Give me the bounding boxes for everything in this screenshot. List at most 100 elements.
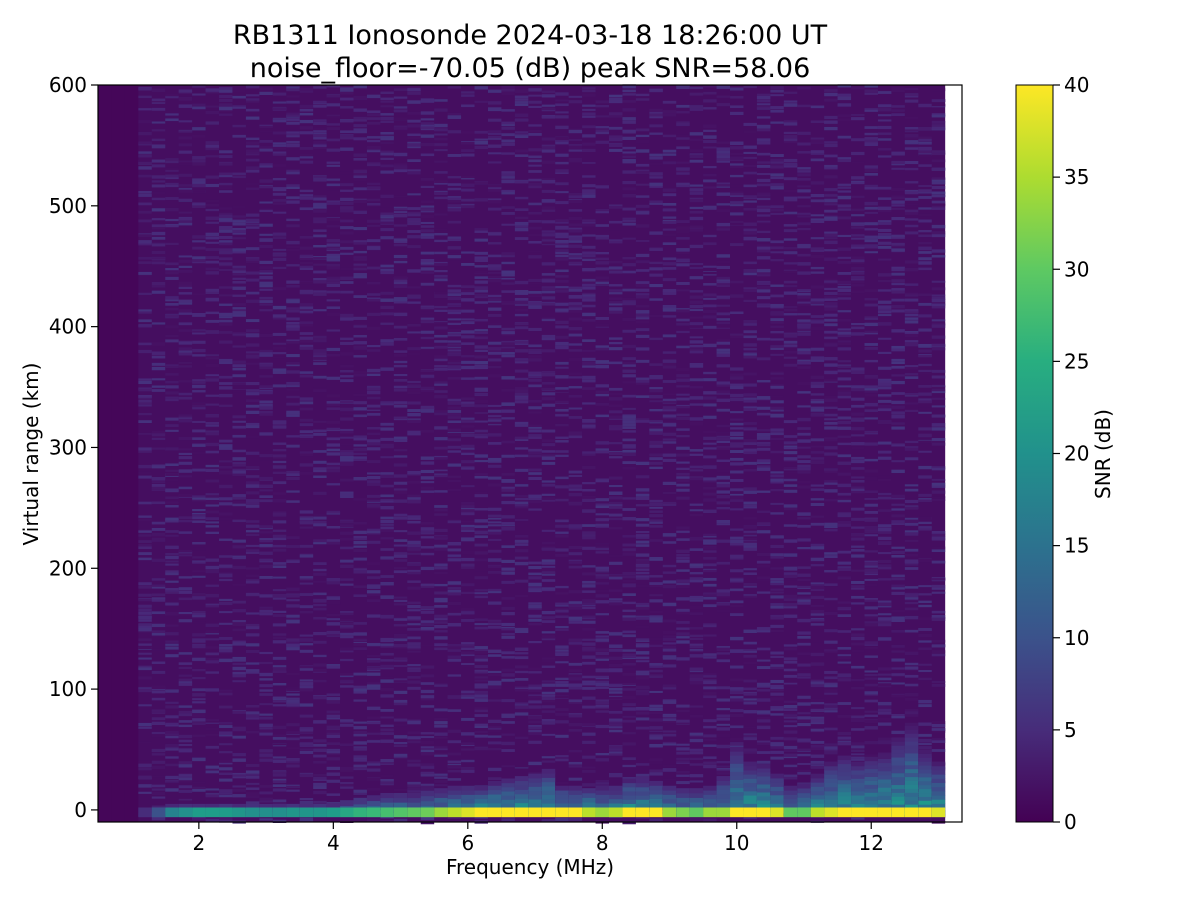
heatmap-cell [461,611,475,615]
heatmap-cell [326,699,341,703]
heatmap-cell [649,558,663,561]
heatmap-cell [165,271,179,275]
heatmap-cell [420,177,435,181]
heatmap-cell [138,432,152,435]
heatmap-cell [555,720,569,724]
heatmap-cell [165,429,179,432]
heatmap-cell [514,349,529,353]
heatmap-cell [340,478,354,482]
heatmap-cell [420,752,435,756]
heatmap-cell [474,694,488,698]
heatmap-cell [434,624,448,629]
heatmap-cell [151,558,166,562]
heatmap-cell [272,266,287,269]
heatmap-cell [662,730,677,733]
heatmap-cell [555,139,569,143]
heatmap-cell [178,531,193,534]
heatmap-cell [340,417,354,421]
heatmap-cell [635,540,650,544]
heatmap-cell [313,520,327,524]
heatmap-cell [514,656,529,660]
heatmap-cell [340,449,354,453]
heatmap-cell [353,477,367,480]
heatmap-cell [219,229,233,233]
heatmap-cell [649,802,663,808]
heatmap-cell [434,327,448,330]
heatmap-cell [313,803,327,809]
heatmap-cell [407,563,421,566]
heatmap-cell [245,544,260,547]
heatmap-cell [555,798,569,804]
heatmap-cell [340,375,354,378]
heatmap-cell [407,384,421,387]
heatmap-cell [340,632,354,636]
heatmap-cell [151,537,166,541]
heatmap-cell [245,643,260,647]
heatmap-cell [447,463,462,467]
heatmap-cell [420,452,435,455]
heatmap-cell [474,301,488,304]
heatmap-cell [366,540,381,544]
heatmap-cell [205,432,220,436]
heatmap-cell [447,246,462,250]
heatmap-cell [595,656,610,659]
heatmap-cell [595,551,610,554]
heatmap-cell [407,432,421,436]
heatmap-cell [501,611,515,616]
heatmap-cell [689,645,704,649]
heatmap-cell [219,404,233,407]
heatmap-cell [326,613,341,617]
heatmap-cell [595,140,610,144]
heatmap-cell [353,373,367,377]
heatmap-cell [595,798,610,804]
heatmap-cell [286,248,300,252]
heatmap-cell [461,365,475,370]
heatmap-cell [528,794,542,800]
heatmap-cell [649,172,663,176]
heatmap-cell [380,679,394,683]
heatmap-cell [299,156,314,159]
heatmap-cell [434,721,448,725]
heatmap-cell [138,652,152,655]
heatmap-cell [622,497,636,500]
heatmap-cell [366,807,381,818]
heatmap-cell [165,632,179,636]
heatmap-cell [689,316,704,319]
heatmap-cell [272,610,287,613]
heatmap-cell [501,480,515,483]
heatmap-cell [420,740,435,745]
heatmap-cell [259,244,273,249]
heatmap-cell [528,454,542,458]
heatmap-cell [299,131,314,135]
heatmap-cell [326,247,341,251]
heatmap-cell [138,722,152,727]
heatmap-cell [192,570,206,573]
heatmap-cell [219,107,233,111]
heatmap-cell [245,169,260,173]
heatmap-cell [366,659,381,663]
heatmap-cell [272,784,287,787]
heatmap-cell [393,690,408,694]
heatmap-cell [393,723,408,727]
heatmap-cell [259,476,273,481]
heatmap-cell [609,632,623,636]
heatmap-cell [393,109,408,113]
heatmap-cell [662,202,677,206]
heatmap-cell [259,564,273,569]
heatmap-cell [528,782,542,787]
heatmap-cell [286,395,300,399]
heatmap-cell [165,756,179,759]
heatmap-cell [582,104,596,107]
heatmap-cell [622,256,636,260]
heatmap-cell [420,644,435,647]
heatmap-cell [474,568,488,572]
heatmap-cell [340,252,354,255]
heatmap-cell [447,176,462,179]
heatmap-cell [447,816,462,820]
heatmap-cell [232,803,246,809]
heatmap-cell [689,309,704,312]
heatmap-cell [380,445,394,449]
heatmap-cell [461,131,475,134]
heatmap-cell [340,520,354,524]
heatmap-cell [353,84,367,89]
